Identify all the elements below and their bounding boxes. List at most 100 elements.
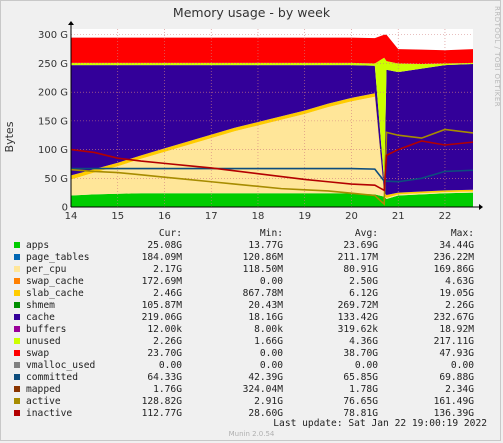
x-tick-label: 20 (345, 211, 358, 222)
legend-value-cur: 2.17G (153, 264, 182, 275)
legend-value-avg: 76.65G (343, 396, 378, 407)
legend-value-avg: 2.50G (349, 276, 378, 287)
legend-swatch (14, 326, 20, 332)
legend-value-cur: 184.09M (141, 252, 182, 263)
legend-swatch (14, 266, 20, 272)
x-tick-label: 22 (439, 211, 452, 222)
legend-value-max: 18.92M (439, 324, 474, 335)
legend-value-cur: 0.00 (158, 360, 182, 371)
legend-value-avg: 269.72M (337, 300, 378, 311)
legend-name: vmalloc_used (26, 360, 96, 371)
legend-row-inactive: inactive 112.77G 28.60G 78.81G 136.39G (0, 408, 503, 420)
legend-value-min: 0.00 (259, 276, 283, 287)
legend-header: Cur: Min: Avg: Max: (0, 228, 503, 240)
area-apps (71, 192, 473, 207)
legend-row-slab-cache: slab_cache 2.46G 867.78M 6.12G 19.05G (0, 288, 503, 300)
y-tick-label: 200 G (38, 88, 68, 99)
legend-swatch (14, 242, 20, 248)
legend-value-avg: 211.17M (337, 252, 378, 263)
legend-value-max: 217.11G (433, 336, 474, 347)
legend-header-avg: Avg: (354, 228, 378, 239)
legend-value-max: 19.05G (439, 288, 474, 299)
legend-name: per_cpu (26, 264, 67, 275)
last-update: Last update: Sat Jan 22 19:00:19 2022 (273, 418, 487, 429)
legend-name: active (26, 396, 61, 407)
legend-name: mapped (26, 384, 61, 395)
x-tick-label: 21 (392, 211, 405, 222)
legend-row-cache: cache 219.06G 18.16G 133.42G 232.67G (0, 312, 503, 324)
legend-header-min: Min: (259, 228, 283, 239)
legend-value-max: 0.00 (450, 360, 474, 371)
x-tick-label: 15 (111, 211, 124, 222)
legend-value-min: 8.00k (254, 324, 283, 335)
legend-swatch (14, 398, 20, 404)
legend-value-max: 169.86G (433, 264, 474, 275)
legend-row-unused: unused 2.26G 1.66G 4.36G 217.11G (0, 336, 503, 348)
legend-value-max: 236.22M (433, 252, 474, 263)
legend-row-swap: swap 23.70G 0.00 38.70G 47.93G (0, 348, 503, 360)
legend-row-shmem: shmem 105.87M 20.43M 269.72M 2.26G (0, 300, 503, 312)
legend-row-mapped: mapped 1.76G 324.04M 1.78G 2.34G (0, 384, 503, 396)
legend-name: committed (26, 372, 78, 383)
y-tick-label: 50 G (44, 174, 68, 185)
x-tick-label: 17 (205, 211, 218, 222)
legend-value-min: 324.04M (242, 384, 283, 395)
legend-name: slab_cache (26, 288, 84, 299)
legend-swatch (14, 362, 20, 368)
legend-value-cur: 172.69M (141, 276, 182, 287)
legend-name: shmem (26, 300, 55, 311)
legend-value-max: 34.44G (439, 240, 474, 251)
rrdtool-watermark: RRDTOOL / TOBI OETIKER (493, 6, 501, 108)
legend-value-max: 4.63G (445, 276, 474, 287)
legend-swatch (14, 290, 20, 296)
legend-swatch (14, 386, 20, 392)
y-tick-label: 300 G (38, 30, 68, 41)
legend-value-avg: 1.78G (349, 384, 378, 395)
legend-value-cur: 23.70G (147, 348, 182, 359)
legend-row-apps: apps 25.08G 13.77G 23.69G 34.44G (0, 240, 503, 252)
legend-swatch (14, 374, 20, 380)
legend-value-avg: 133.42G (337, 312, 378, 323)
legend-value-min: 120.86M (242, 252, 283, 263)
x-tick-label: 14 (65, 211, 78, 222)
legend-value-min: 0.00 (259, 348, 283, 359)
y-axis-arrow (68, 21, 74, 25)
line-active (70, 128, 474, 206)
legend-value-min: 42.39G (248, 372, 283, 383)
legend-value-min: 118.50M (242, 264, 283, 275)
y-tick-label: 0 (62, 203, 68, 214)
legend-value-cur: 12.00k (147, 324, 182, 335)
legend-name: swap (26, 348, 50, 359)
legend-swatch (14, 278, 20, 284)
legend-value-min: 867.78M (242, 288, 283, 299)
legend-swatch (14, 302, 20, 308)
legend-value-cur: 2.46G (153, 288, 182, 299)
legend-row-swap-cache: swap_cache 172.69M 0.00 2.50G 4.63G (0, 276, 503, 288)
area-swap (71, 34, 473, 65)
legend-value-cur: 64.33G (147, 372, 182, 383)
legend-row-committed: committed 64.33G 42.39G 65.85G 69.88G (0, 372, 503, 384)
legend-value-avg: 4.36G (349, 336, 378, 347)
legend-value-cur: 2.26G (153, 336, 182, 347)
legend-name: cache (26, 312, 55, 323)
chart-title: Memory usage - by week (172, 5, 331, 20)
legend-swatch (14, 254, 20, 260)
legend-value-min: 20.43M (248, 300, 283, 311)
legend-value-min: 2.91G (254, 396, 283, 407)
legend-value-cur: 105.87M (141, 300, 182, 311)
legend-value-min: 28.60G (248, 408, 283, 419)
legend-value-max: 47.93G (439, 348, 474, 359)
legend-value-cur: 25.08G (147, 240, 182, 251)
legend-header-cur: Cur: (158, 228, 182, 239)
legend-value-max: 2.34G (445, 384, 474, 395)
legend-value-max: 69.88G (439, 372, 474, 383)
x-tick-label: 18 (252, 211, 265, 222)
x-tick-label: 16 (158, 211, 171, 222)
legend-name: unused (26, 336, 61, 347)
legend-value-avg: 23.69G (343, 240, 378, 251)
legend-value-max: 232.67G (433, 312, 474, 323)
x-tick-label: 19 (298, 211, 311, 222)
legend-swatch (14, 410, 20, 416)
memory-chart: 0 50 G 100 G 150 G 200 G 250 G 300 G 14 15 16 17 18… (38, 21, 483, 222)
